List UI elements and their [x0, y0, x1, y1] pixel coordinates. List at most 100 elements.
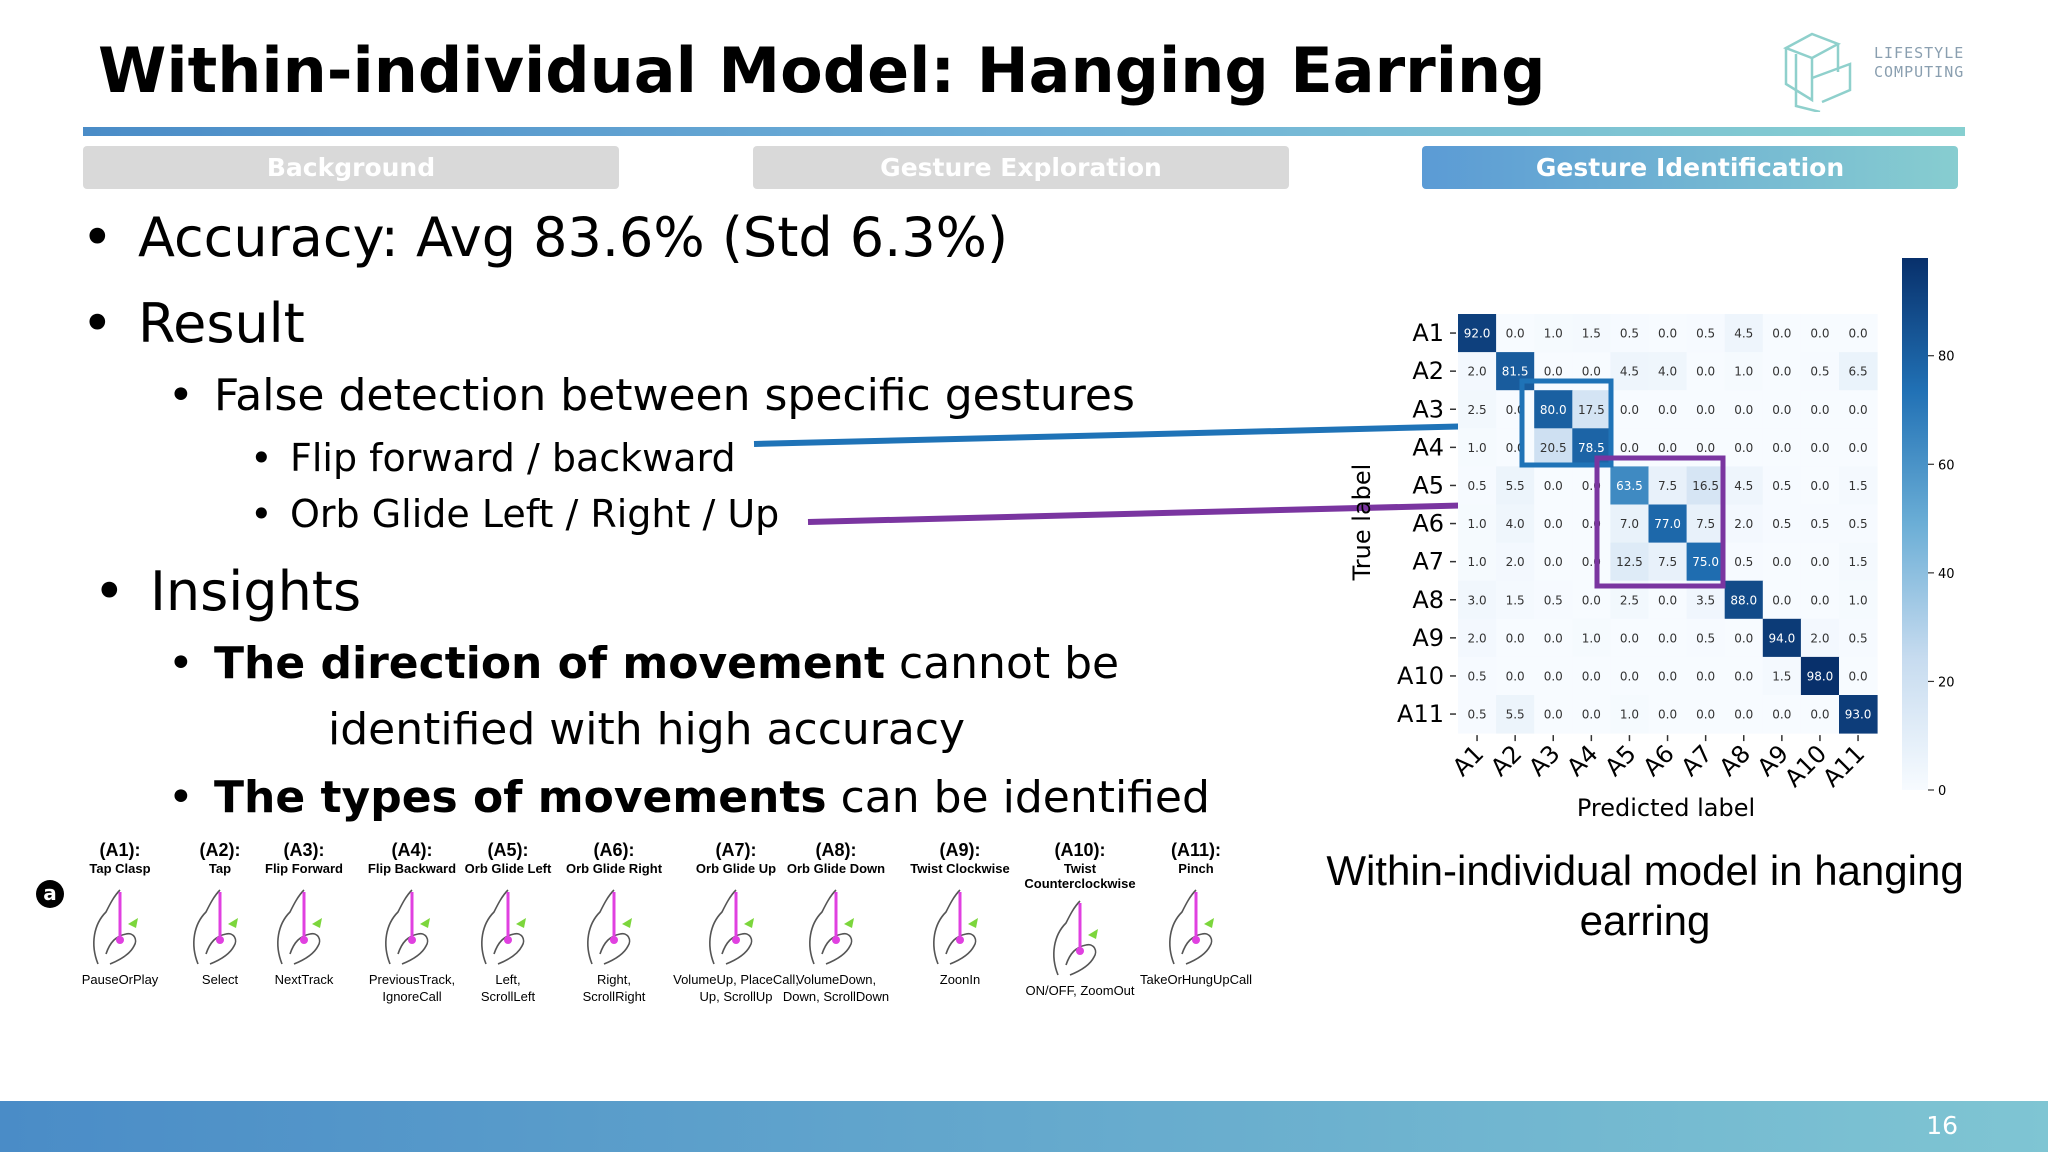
matrix-cell-value: 0.0 [1849, 441, 1868, 455]
matrix-cell-value: 1.0 [1582, 631, 1601, 645]
matrix-cell [1839, 428, 1878, 467]
matrix-cell [1648, 390, 1688, 429]
matrix-cell [1610, 390, 1649, 429]
matrix-cell-value: 0.0 [1734, 403, 1753, 417]
matrix-cell-value: 0.0 [1696, 708, 1715, 722]
matrix-cell [1572, 504, 1611, 544]
gesture-function-line: PreviousTrack, [368, 972, 456, 987]
matrix-cell-value: 0.0 [1810, 708, 1829, 722]
hand-gesture-icon [93, 889, 138, 965]
cube-logo-icon [1783, 32, 1852, 114]
matrix-cell [1534, 695, 1573, 734]
matrix-cell-value: 0.0 [1696, 365, 1715, 379]
col-tick-label: A8 [1714, 740, 1756, 782]
matrix-cell-value: 0.0 [1544, 631, 1563, 645]
matrix-cell-value: 17.5 [1578, 403, 1605, 417]
matrix-cell [1572, 390, 1611, 429]
gesture-code: (A5): [487, 840, 529, 860]
matrix-cell-value: 0.0 [1696, 403, 1715, 417]
matrix-cell-value: 0.5 [1468, 479, 1487, 493]
matrix-cell [1648, 352, 1688, 391]
gesture-name: Twist Clockwise [910, 861, 1010, 876]
matrix-cell-value: 1.0 [1468, 517, 1487, 531]
matrix-cell [1458, 314, 1497, 353]
gesture-function: VolumeDown, Down, ScrollDown [764, 971, 908, 1005]
footer-bar [0, 1101, 2048, 1152]
matrix-cell-value: 0.0 [1810, 441, 1829, 455]
matrix-cell [1496, 428, 1535, 467]
tab-gesture-exploration[interactable]: Gesture Exploration [753, 146, 1289, 189]
matrix-cell-value: 0.5 [1620, 327, 1639, 341]
matrix-cell [1839, 695, 1878, 734]
matrix-cell-value: 0.0 [1506, 631, 1525, 645]
matrix-cell-value: 4.5 [1734, 479, 1753, 493]
gesture-function-line: ScrollLeft [480, 989, 536, 1004]
matrix-cell [1724, 656, 1764, 696]
hand-gesture-icon [809, 889, 854, 965]
matrix-cell-value: 0.0 [1544, 365, 1563, 379]
matrix-cell-value: 2.0 [1734, 517, 1753, 531]
matrix-cell [1800, 618, 1840, 658]
matrix-cell [1686, 314, 1726, 353]
col-tick-label: A7 [1676, 740, 1718, 782]
matrix-cell [1839, 542, 1878, 582]
gesture-function-line: TakeOrHungUpCall [1140, 972, 1252, 987]
matrix-cell-value: 0.0 [1658, 441, 1677, 455]
gesture-function-line: NextTrack [274, 972, 334, 987]
matrix-cell [1800, 542, 1840, 582]
matrix-cell-value: 0.0 [1506, 669, 1525, 683]
colorbar-tick-label: 40 [1938, 567, 1955, 582]
matrix-cell-value: 0.0 [1772, 441, 1791, 455]
matrix-cell [1496, 390, 1535, 429]
tab-gesture-identification[interactable]: Gesture Identification [1422, 146, 1958, 189]
matrix-cell [1839, 352, 1878, 391]
matrix-cell [1572, 352, 1611, 391]
matrix-cell [1762, 542, 1802, 582]
hand-gesture-icon [481, 889, 526, 965]
matrix-cell [1800, 466, 1840, 505]
matrix-cell [1800, 314, 1840, 353]
row-tick-label: A9 [1412, 624, 1444, 652]
matrix-cell [1648, 504, 1688, 544]
matrix-cell [1534, 428, 1573, 467]
matrix-cell [1762, 580, 1802, 620]
matrix-cell [1800, 580, 1840, 620]
gesture-function-line: Up, ScrollUp [699, 989, 773, 1004]
colorbar-tick-label: 0 [1938, 784, 1946, 799]
gesture-function: PauseOrPlay [48, 971, 192, 988]
matrix-cell-value: 1.0 [1468, 555, 1487, 569]
matrix-cell [1572, 466, 1611, 505]
matrix-cell [1534, 390, 1573, 429]
matrix-cell-value: 0.5 [1544, 593, 1563, 607]
hand-gesture-icon [709, 889, 754, 965]
matrix-cell [1800, 390, 1840, 429]
types-rest: can be identified [826, 772, 1210, 823]
matrix-cell [1648, 542, 1688, 582]
tab-background[interactable]: Background [83, 146, 619, 189]
gesture-name: Orb Glide Up [695, 861, 777, 876]
matrix-cell [1534, 656, 1573, 696]
matrix-cell [1496, 656, 1535, 696]
row-tick-label: A11 [1397, 700, 1444, 728]
matrix-cell [1496, 314, 1535, 353]
gesture-function: ZoonIn [888, 971, 1032, 988]
matrix-cell-value: 0.0 [1772, 593, 1791, 607]
matrix-cell-value: 0.5 [1696, 631, 1715, 645]
hand-gesture-icon [1053, 900, 1098, 976]
bullet-direction: The direction of movement cannot be [168, 638, 1119, 689]
row-tick-label: A2 [1412, 357, 1444, 385]
gesture-function: ON/OFF, ZoomOut [1008, 982, 1152, 999]
matrix-cell [1648, 695, 1688, 734]
gesture-function: TakeOrHungUpCall [1124, 971, 1268, 988]
matrix-cell [1762, 352, 1802, 391]
hand-gesture-icon [1169, 889, 1214, 965]
gesture-code: (A8): [815, 840, 857, 860]
title-underline [83, 127, 1965, 136]
gesture-item: (A2): Tap Select [148, 840, 292, 988]
gesture-name: Tap Clasp [89, 861, 151, 876]
matrix-cell-value: 0.0 [1849, 327, 1868, 341]
matrix-cell [1610, 618, 1649, 658]
matrix-cell-value: 0.0 [1658, 631, 1677, 645]
lifestyle-computing-logo: LIFESTYLE COMPUTING [1780, 28, 1970, 114]
gesture-code: (A9): [939, 840, 981, 860]
